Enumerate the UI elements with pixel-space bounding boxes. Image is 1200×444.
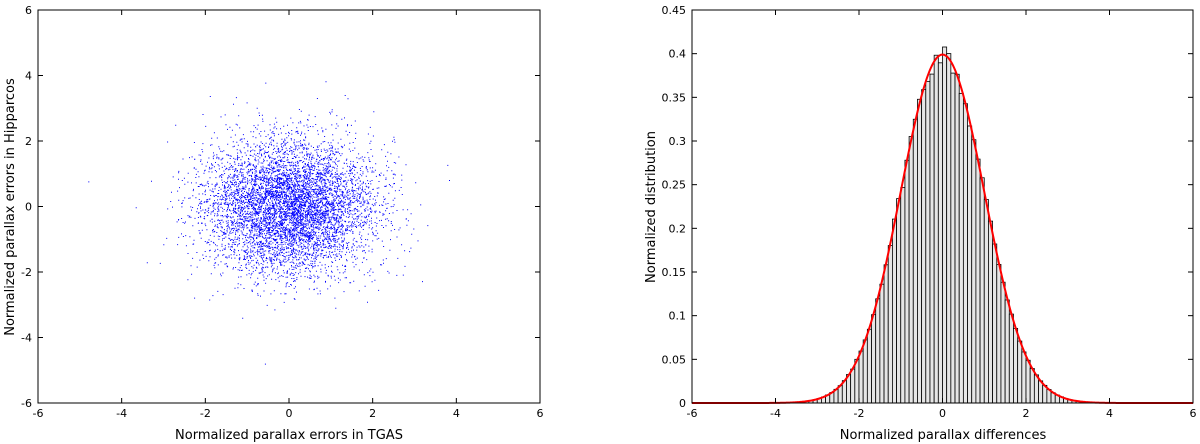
histogram-bar: [900, 187, 906, 404]
histogram-bar: [879, 283, 885, 404]
histogram-bar: [875, 298, 881, 404]
scatter-points: [88, 81, 451, 365]
scatter-y-tick-label: 0: [25, 201, 32, 214]
histogram-bar: [896, 198, 902, 404]
histogram-bar: [988, 220, 993, 404]
scatter-y-tick-label: -4: [21, 332, 32, 345]
histogram-bar: [1025, 359, 1031, 404]
scatter-y-axis-label: Normalized parallax errors in Hipparcos: [3, 78, 18, 336]
histogram-bar: [854, 358, 860, 404]
histogram-bar: [958, 92, 964, 404]
histogram-bar: [908, 136, 914, 404]
histogram-bar: [883, 264, 889, 404]
histogram-bar: [1013, 327, 1019, 404]
scatter-y-tick-label: 6: [25, 4, 32, 17]
histogram-bar: [850, 368, 856, 404]
histogram-y-tick-label: 0.05: [662, 353, 687, 366]
histogram-x-tick-label: -4: [770, 407, 781, 420]
histogram-bar: [929, 73, 935, 404]
scatter-x-tick-label: -2: [200, 407, 211, 420]
histogram-y-tick-label: 0.15: [662, 266, 687, 279]
histogram-bar: [1021, 351, 1027, 404]
histogram-y-tick-label: 0: [679, 397, 686, 410]
histogram-bar: [946, 53, 952, 404]
histogram-bar: [942, 46, 948, 404]
scatter-x-tick-label: -6: [33, 407, 44, 420]
scatter-x-tick-label: 2: [369, 407, 376, 420]
histogram-bar: [975, 158, 981, 404]
histogram-bar: [1017, 340, 1023, 404]
scatter-axes: -6 -4 -2 0 2 4 6 -6 -4 -2 0 2 4 6: [21, 4, 543, 420]
histogram-bar: [887, 245, 893, 404]
histogram-bar: [954, 73, 960, 404]
histogram-y-tick-label: 0.35: [662, 91, 687, 104]
histogram-bar: [871, 314, 877, 404]
histogram-y-tick-label: 0.4: [669, 48, 687, 61]
histogram-bar: [892, 218, 897, 404]
histogram-y-tick-label: 0.3: [669, 135, 687, 148]
histogram-x-tick-label: -2: [854, 407, 865, 420]
histogram-axes: -6 -4 -2 0 2 4 6 0 0.05 0.1 0.15 0.2 0.25 0.3 0.35 0.4 0…: [662, 4, 1197, 420]
histogram-bar: [866, 328, 872, 404]
histogram-bar: [971, 139, 977, 404]
scatter-y-tick-label: -2: [21, 266, 32, 279]
histogram-bar: [937, 62, 943, 404]
histogram-bar: [1008, 313, 1014, 404]
histogram-bar: [996, 264, 1002, 404]
histogram-x-tick-label: 6: [1190, 407, 1197, 420]
histogram-x-tick-label: 0: [939, 407, 946, 420]
histogram-x-tick-label: 4: [1106, 407, 1113, 420]
histogram-x-tick-label: -6: [687, 407, 698, 420]
histogram-bar: [983, 199, 989, 404]
scatter-y-tick-label: -6: [21, 397, 32, 410]
histogram-y-tick-label: 0.2: [669, 222, 687, 235]
histogram-bar: [1004, 299, 1010, 404]
scatter-y-tick-label: 4: [25, 70, 32, 83]
histogram-bar: [862, 339, 868, 404]
histogram-bar: [917, 98, 923, 404]
histogram-bar: [921, 89, 927, 404]
histogram-bar: [933, 54, 939, 404]
histogram-bar: [904, 159, 910, 404]
histogram-bar: [858, 350, 864, 404]
histogram-bar: [962, 103, 968, 404]
histogram-bar: [950, 72, 956, 404]
histogram-x-axis-label: Normalized parallax differences: [840, 428, 1047, 443]
histogram-bars: [795, 46, 1090, 404]
histogram-bar: [925, 80, 931, 404]
histogram-bar: [979, 177, 985, 404]
histogram-y-tick-label: 0.45: [662, 4, 687, 17]
histogram-panel: -6 -4 -2 0 2 4 6 0 0.05 0.1 0.15 0.2 0.25 0.3 0.35 0.4 0…: [644, 4, 1197, 443]
scatter-panel: -6 -4 -2 0 2 4 6 -6 -4 -2 0 2 4 6 Normalized parallax…: [3, 4, 544, 443]
histogram-bar: [912, 118, 918, 404]
scatter-x-tick-label: 4: [453, 407, 460, 420]
histogram-y-tick-label: 0.1: [669, 310, 687, 323]
scatter-x-tick-label: -4: [116, 407, 127, 420]
histogram-bar: [992, 243, 998, 404]
histogram-bar: [967, 125, 973, 404]
scatter-y-tick-label: 2: [25, 135, 32, 148]
histogram-bar: [1029, 368, 1035, 404]
scatter-x-tick-label: 0: [286, 407, 293, 420]
histogram-x-tick-label: 2: [1023, 407, 1030, 420]
scatter-x-axis-label: Normalized parallax errors in TGAS: [175, 428, 403, 443]
scatter-x-tick-label: 6: [537, 407, 544, 420]
histogram-y-tick-label: 0.25: [662, 179, 687, 192]
scatter-point-cloud: [88, 81, 451, 365]
histogram-y-axis-label: Normalized distribution: [644, 131, 659, 283]
histogram-bar: [1000, 281, 1006, 404]
